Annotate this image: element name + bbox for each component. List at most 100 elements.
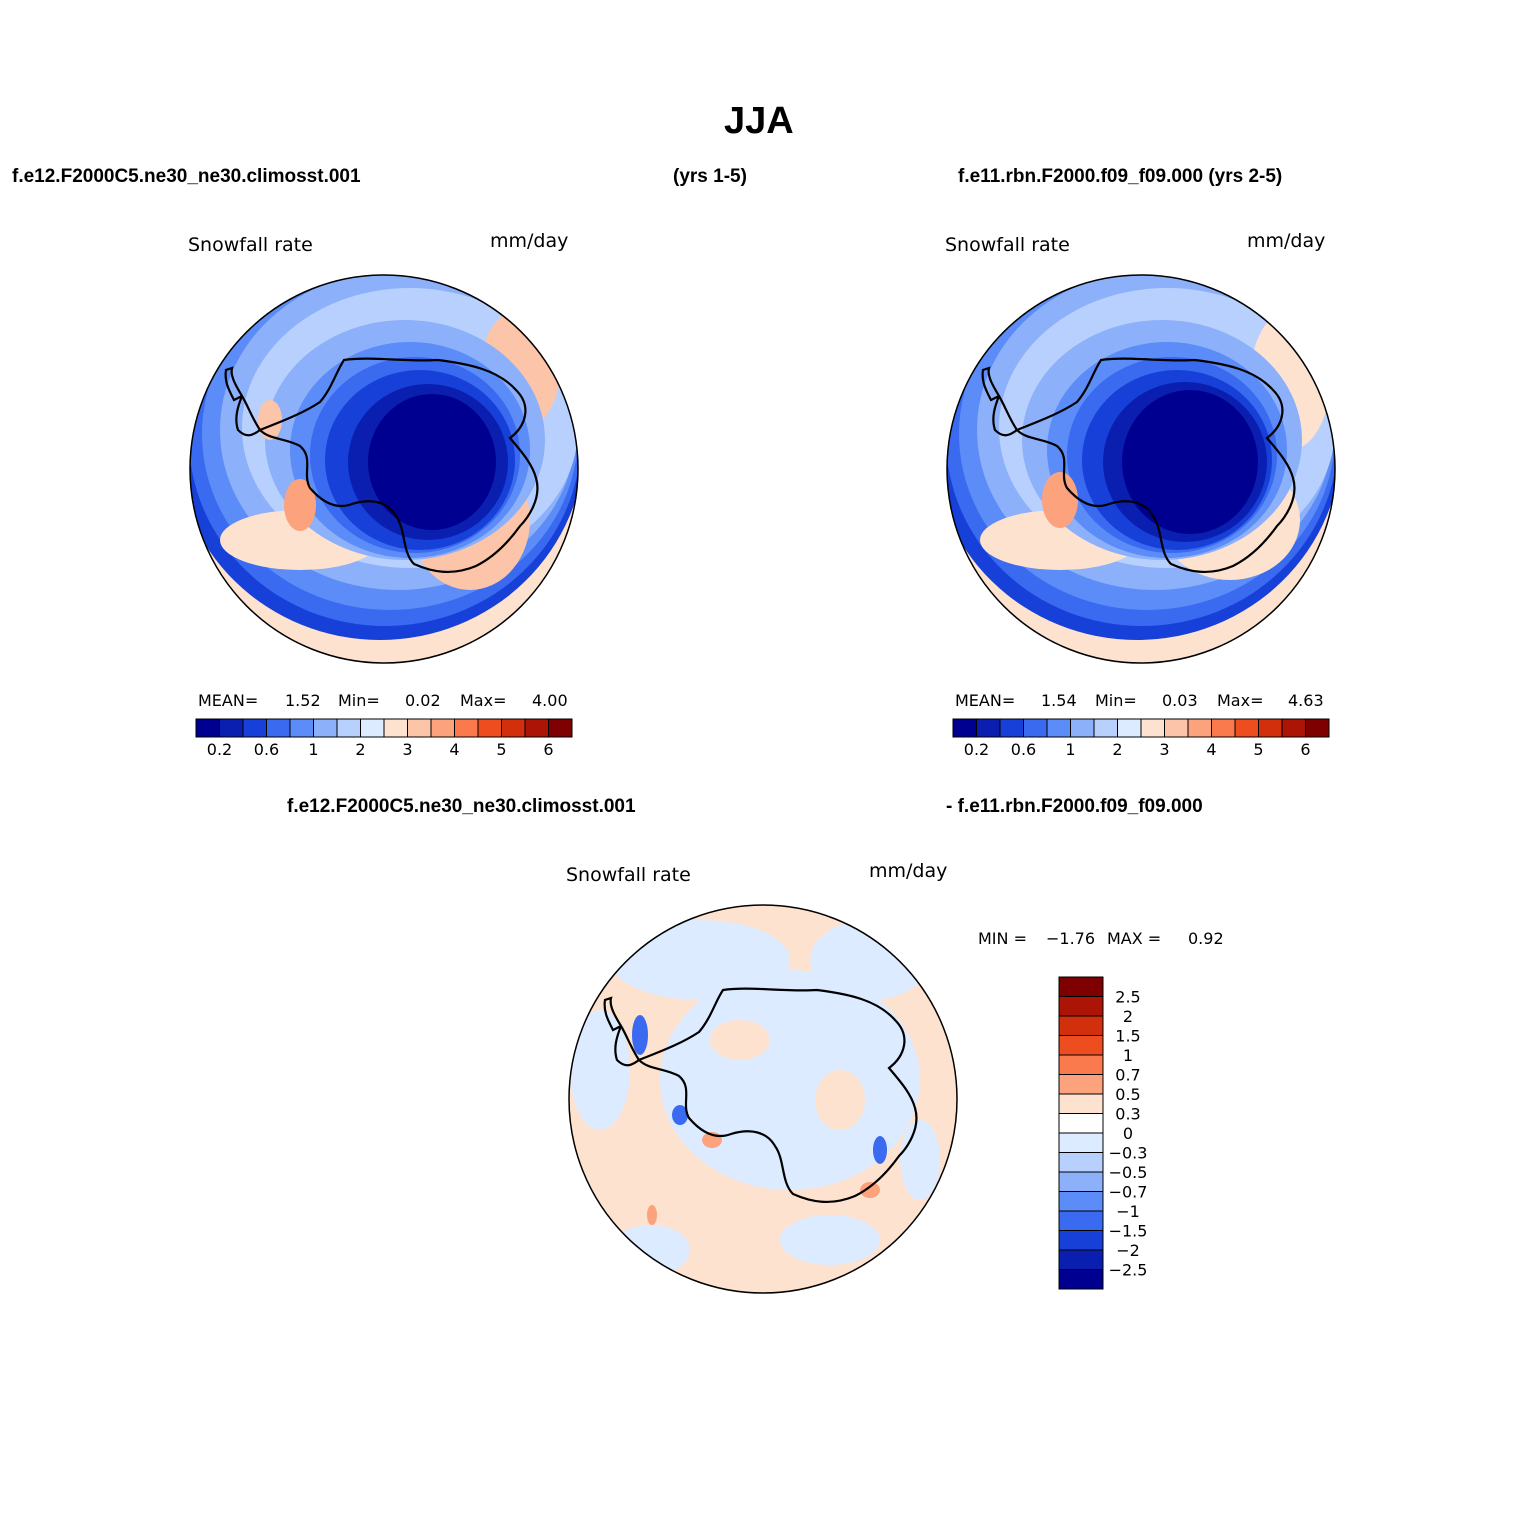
diff-colorbar-swatch [1058, 1171, 1104, 1192]
diff-colorbar-tick-label: 2 [1123, 1007, 1133, 1026]
panel1-colorbar-swatch [524, 718, 549, 738]
diff-units-label: mm/day [869, 860, 948, 882]
panel1-colorbar-tick-label: 2 [355, 740, 365, 759]
panel1-colorbar-swatch [501, 718, 526, 738]
panel2-colorbar-swatch [1211, 718, 1236, 738]
panel2-units-label: mm/day [1247, 230, 1326, 252]
panel2-map-border [946, 274, 1336, 664]
diff-colorbar-swatch [1058, 1093, 1104, 1114]
diff-colorbar-tick-label: −1.5 [1109, 1222, 1148, 1241]
panel2-colorbar-swatch [1140, 718, 1165, 738]
panel2-min-label: Min= [1095, 691, 1137, 710]
panel1-colorbar-tick-label: 1 [308, 740, 318, 759]
diff-colorbar-tick-label: 0 [1123, 1124, 1133, 1143]
panel2-colorbar-tick-label: 2 [1112, 740, 1122, 759]
panel1-colorbar-swatch [548, 718, 573, 738]
diff-colorbar-tick-label: −0.5 [1109, 1163, 1148, 1182]
panel1-colorbar-swatch [195, 718, 220, 738]
diff-case-header-left: f.e12.F2000C5.ne30_ne30.climosst.001 [287, 796, 636, 817]
diff-colorbar-tick-label: 0.3 [1115, 1105, 1140, 1124]
panel2-colorbar-swatch [1023, 718, 1048, 738]
panel2-colorbar-swatch [1187, 718, 1212, 738]
panel1-units-label: mm/day [490, 230, 569, 252]
diff-colorbar-swatch [1058, 1191, 1104, 1212]
diff-colorbar-swatch [1058, 1132, 1104, 1153]
diff-max-label: MAX = [1107, 929, 1162, 948]
diff-colorbar-swatch [1058, 1210, 1104, 1231]
panel2-colorbar-tick-label: 4 [1206, 740, 1216, 759]
diff-colorbar-swatch [1058, 1074, 1104, 1095]
panel1-colorbar-swatch [219, 718, 244, 738]
panel2-max-label: Max= [1217, 691, 1264, 710]
diff-colorbar-tick-label: 1 [1123, 1046, 1133, 1065]
panel2-colorbar-swatch [952, 718, 977, 738]
panel2-colorbar-tick-label: 0.6 [1011, 740, 1036, 759]
diff-colorbar-tick-label: 0.7 [1115, 1066, 1140, 1085]
diff-colorbar-tick-label: 2.5 [1115, 988, 1140, 1007]
panel1-colorbar-swatch [242, 718, 267, 738]
panel1-colorbar-tick-label: 6 [543, 740, 553, 759]
panel1-min-label: Min= [338, 691, 380, 710]
panel1-colorbar-swatch [336, 718, 361, 738]
diff-max-value: 0.92 [1188, 929, 1224, 948]
diff-polar-map [569, 905, 957, 1293]
diff-colorbar-tick-label: −2.5 [1109, 1261, 1148, 1280]
panel2-mean-value: 1.54 [1041, 691, 1077, 710]
diff-colorbar-swatch [1058, 1249, 1104, 1270]
panel1-max-value: 4.00 [532, 691, 568, 710]
diff-colorbar-swatch [1058, 1230, 1104, 1251]
panel2-colorbar-tick-label: 1 [1065, 740, 1075, 759]
diff-colorbar-tick-label: 0.5 [1115, 1085, 1140, 1104]
panel2-mean-label: MEAN= [955, 691, 1016, 710]
panel1-colorbar-tick-label: 4 [449, 740, 459, 759]
left-case-header: f.e12.F2000C5.ne30_ne30.climosst.001 [12, 166, 361, 187]
panel1-mean-label: MEAN= [198, 691, 259, 710]
diff-colorbar-tick-label: −2 [1116, 1241, 1140, 1260]
panel1-colorbar-swatch [430, 718, 455, 738]
panel1-colorbar-tick-label: 0.2 [207, 740, 232, 759]
panel2-colorbar-tick-label: 0.2 [964, 740, 989, 759]
panel1-polar-map [190, 275, 578, 663]
panel1-colorbar-swatch [360, 718, 385, 738]
diff-colorbar-tick-label: 1.5 [1115, 1027, 1140, 1046]
panel1-colorbar-swatch [313, 718, 338, 738]
panel2-colorbar-swatch [999, 718, 1024, 738]
panel2-colorbar-swatch [1046, 718, 1071, 738]
panel2-colorbar-swatch [1117, 718, 1142, 738]
right-case-header: f.e11.rbn.F2000.f09_f09.000 (yrs 2-5) [958, 166, 1283, 187]
panel2-colorbar-swatch [1234, 718, 1259, 738]
panel1-colorbar-swatch [407, 718, 432, 738]
panel1-colorbar-tick-label: 0.6 [254, 740, 279, 759]
panel2-colorbar-tick-label: 3 [1159, 740, 1169, 759]
diff-colorbar-swatch [1058, 996, 1104, 1017]
panel1-variable-label: Snowfall rate [188, 234, 313, 256]
panel2-variable-label: Snowfall rate [945, 234, 1070, 256]
diff-min-value: −1.76 [1046, 929, 1096, 948]
diff-colorbar-swatch [1058, 1054, 1104, 1075]
panel2-colorbar-swatch [1070, 718, 1095, 738]
panel2-colorbar-tick-label: 6 [1300, 740, 1310, 759]
diff-colorbar-swatch [1058, 1152, 1104, 1173]
diff-colorbar-tick-label: −0.3 [1109, 1144, 1148, 1163]
panel1-colorbar-swatch [477, 718, 502, 738]
panel1-colorbar-swatch [383, 718, 408, 738]
diff-colorbar-swatch [1058, 1035, 1104, 1056]
panel2-colorbar-swatch [1164, 718, 1189, 738]
diff-colorbar-swatch [1058, 1113, 1104, 1134]
diff-colorbar-swatch [1058, 976, 1104, 997]
panel2-colorbar-swatch [1281, 718, 1306, 738]
panel1-colorbar-tick-label: 5 [496, 740, 506, 759]
panel1-min-value: 0.02 [405, 691, 441, 710]
diff-colorbar-tick-label: −1 [1116, 1202, 1140, 1221]
panel1-colorbar-swatch [454, 718, 479, 738]
panel2-polar-map [947, 275, 1335, 663]
panel1-colorbar-swatch [289, 718, 314, 738]
diff-colorbar-tick-label: −0.7 [1109, 1183, 1148, 1202]
panel2-colorbar-swatch [1258, 718, 1283, 738]
diff-colorbar-swatch [1058, 1269, 1104, 1290]
panel2-colorbar-swatch [976, 718, 1001, 738]
panel1-mean-value: 1.52 [285, 691, 321, 710]
diff-variable-label: Snowfall rate [566, 864, 691, 886]
diff-min-label: MIN = [978, 929, 1027, 948]
